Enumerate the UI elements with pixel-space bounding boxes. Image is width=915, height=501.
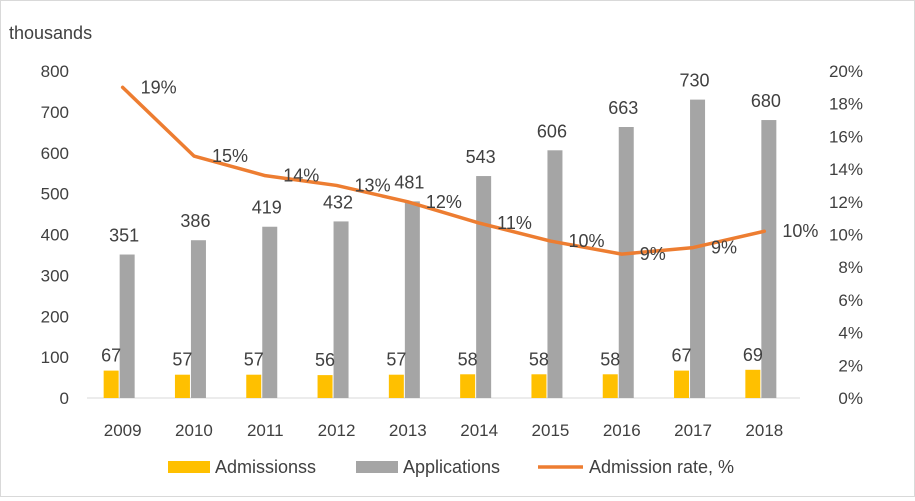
- admission-rate-data-label: 11%: [497, 213, 532, 233]
- applications-data-label: 351: [109, 226, 139, 246]
- legend-label-admissions: Admissionss: [215, 457, 316, 477]
- admissions-bar: [388, 374, 404, 398]
- admission-rate-data-label: 9%: [711, 238, 737, 258]
- applications-data-label: 680: [751, 91, 781, 111]
- legend-swatch-applications: [356, 461, 398, 473]
- admissions-bar: [531, 374, 547, 398]
- admission-rate-data-label: 19%: [141, 77, 177, 97]
- left-axis-tick-label: 300: [41, 266, 69, 285]
- x-axis-ticks: 2009 2010 2011 2012 2013 2014 2015 2016 2017 2018: [104, 421, 784, 440]
- admissions-data-label: 57: [386, 350, 406, 370]
- applications-bar: [547, 150, 563, 398]
- left-axis-tick-label: 0: [60, 389, 69, 408]
- applications-bar: [404, 201, 420, 398]
- right-axis-tick-label: 16%: [829, 127, 863, 146]
- applications-bar: [119, 254, 135, 398]
- applications-data-label: 606: [537, 121, 567, 141]
- admission-rate-data-label: 10%: [782, 221, 818, 241]
- left-axis-tick-label: 100: [41, 348, 69, 367]
- admissions-data-label: 57: [172, 350, 192, 370]
- legend: Admissionss Applications Admission rate, %: [168, 457, 734, 477]
- admissions-bar: [246, 374, 262, 398]
- x-axis-tick-label: 2013: [389, 421, 427, 440]
- right-axis-tick-label: 8%: [838, 258, 863, 277]
- admissions-data-label: 58: [600, 349, 620, 369]
- data-labels: 67 351 57 386 57 419 56 432 57 481 58 543 58 606 58 663…: [101, 71, 818, 370]
- applications-data-label: 543: [466, 147, 496, 167]
- applications-data-label: 432: [323, 192, 353, 212]
- admission-rate-data-label: 9%: [640, 244, 666, 264]
- left-axis-tick-label: 400: [41, 226, 69, 245]
- admissions-data-label: 57: [244, 350, 264, 370]
- applications-bar: [690, 99, 706, 399]
- left-axis-tick-label: 600: [41, 144, 69, 163]
- right-axis-ticks: 0% 2% 4% 6% 8% 10% 12% 14% 16% 18% 20%: [829, 62, 863, 408]
- x-axis-tick-label: 2010: [175, 421, 213, 440]
- admissions-bar: [745, 369, 761, 398]
- x-axis-tick-label: 2016: [603, 421, 641, 440]
- x-axis-tick-label: 2014: [460, 421, 498, 440]
- bars: [103, 99, 777, 399]
- admissions-bar: [103, 370, 119, 398]
- right-axis-tick-label: 4%: [838, 324, 863, 343]
- left-axis-tick-label: 500: [41, 185, 69, 204]
- legend-swatch-admissions: [168, 461, 210, 473]
- left-axis-tick-label: 700: [41, 103, 69, 122]
- applications-bar: [333, 221, 349, 398]
- right-axis-tick-label: 0%: [838, 389, 863, 408]
- admissions-bar: [460, 374, 476, 398]
- admission-rate-data-label: 12%: [426, 192, 462, 212]
- applications-data-label: 663: [608, 98, 638, 118]
- admissions-bar: [602, 374, 618, 398]
- admissions-data-label: 58: [458, 349, 478, 369]
- applications-data-label: 481: [394, 172, 424, 192]
- right-axis-tick-label: 18%: [829, 95, 863, 114]
- right-axis-tick-label: 6%: [838, 291, 863, 310]
- admissions-data-label: 69: [743, 345, 763, 365]
- admissions-data-label: 58: [529, 349, 549, 369]
- right-axis-tick-label: 12%: [829, 193, 863, 212]
- x-axis-tick-label: 2015: [532, 421, 570, 440]
- admission-rate-data-label: 10%: [568, 231, 604, 251]
- right-axis-tick-label: 10%: [829, 226, 863, 245]
- admissions-data-label: 56: [315, 350, 335, 370]
- applications-data-label: 419: [252, 198, 282, 218]
- rate-line-layer: [120, 85, 767, 256]
- x-axis-tick-label: 2009: [104, 421, 142, 440]
- right-axis-tick-label: 14%: [829, 160, 863, 179]
- right-axis-tick-label: 20%: [829, 62, 863, 81]
- admission-rate-line: [120, 85, 767, 256]
- admissions-bar: [674, 370, 690, 398]
- admissions-bar: [317, 375, 333, 398]
- applications-bar: [476, 176, 492, 398]
- x-axis-tick-label: 2018: [745, 421, 783, 440]
- admission-rate-data-label: 15%: [212, 146, 248, 166]
- admission-rate-data-label: 14%: [283, 166, 319, 186]
- left-axis-ticks: 0 100 200 300 400 500 600 700 800: [41, 62, 69, 408]
- admissions-bar: [174, 374, 190, 398]
- left-axis-tick-label: 200: [41, 307, 69, 326]
- applications-bar: [190, 240, 206, 398]
- applications-bar: [761, 120, 777, 399]
- x-axis-tick-label: 2017: [674, 421, 712, 440]
- admission-rate-data-label: 13%: [355, 175, 391, 195]
- left-axis-tick-label: 800: [41, 62, 69, 81]
- legend-label-admission-rate: Admission rate, %: [589, 457, 734, 477]
- legend-label-applications: Applications: [403, 457, 500, 477]
- right-axis-tick-label: 2%: [838, 356, 863, 375]
- admissions-data-label: 67: [672, 346, 692, 366]
- admissions-data-label: 67: [101, 346, 121, 366]
- x-axis-tick-label: 2011: [247, 421, 284, 440]
- applications-data-label: 386: [180, 211, 210, 231]
- y-axis-unit-label: thousands: [9, 23, 92, 43]
- applications-data-label: 730: [680, 71, 710, 91]
- applications-bar: [618, 126, 634, 398]
- x-axis-tick-label: 2012: [318, 421, 356, 440]
- applications-bar: [262, 226, 278, 398]
